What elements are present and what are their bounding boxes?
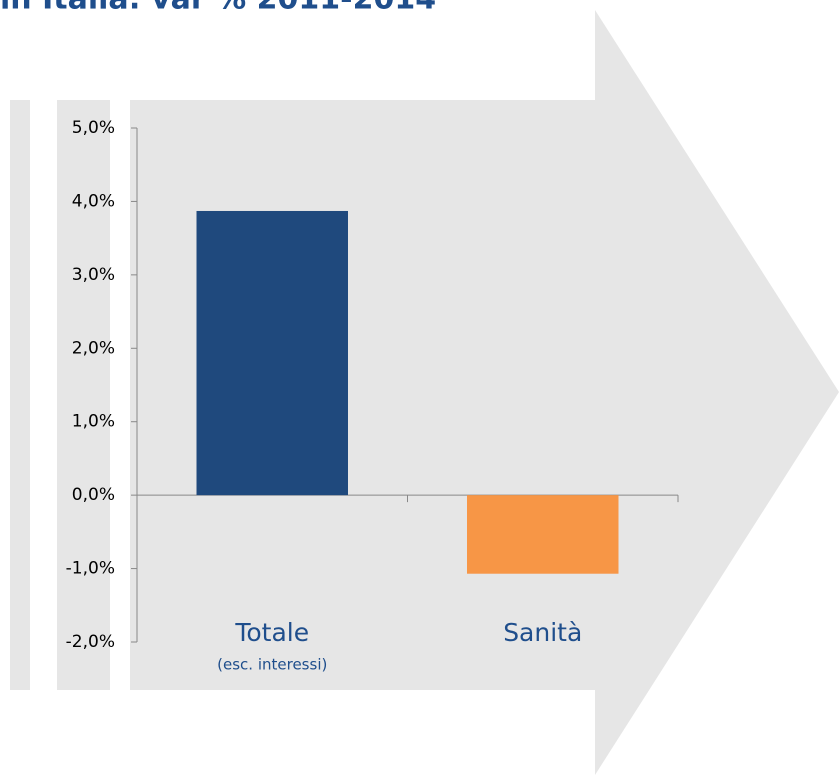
bar (467, 495, 619, 574)
strip (10, 100, 30, 690)
y-tick-label: 0,0% (72, 485, 115, 505)
y-tick-label: 4,0% (72, 191, 115, 211)
y-tick-label: 2,0% (72, 338, 115, 358)
bar (196, 210, 348, 496)
x-tick-note: (esc. interessi) (217, 656, 327, 674)
y-tick-label: -1,0% (66, 559, 115, 579)
y-tick-label: -2,0% (66, 632, 115, 652)
y-tick-label: 3,0% (72, 265, 115, 285)
y-tick-label: 1,0% (72, 412, 115, 432)
x-tick-label: Totale (234, 618, 309, 647)
y-tick-label: 5,0% (72, 118, 115, 138)
arrow (130, 10, 839, 775)
strip (57, 100, 110, 690)
chart-title: in Italia: var % 2011-2014 (0, 0, 436, 17)
background (10, 10, 839, 775)
x-tick-label: Sanità (503, 618, 582, 647)
